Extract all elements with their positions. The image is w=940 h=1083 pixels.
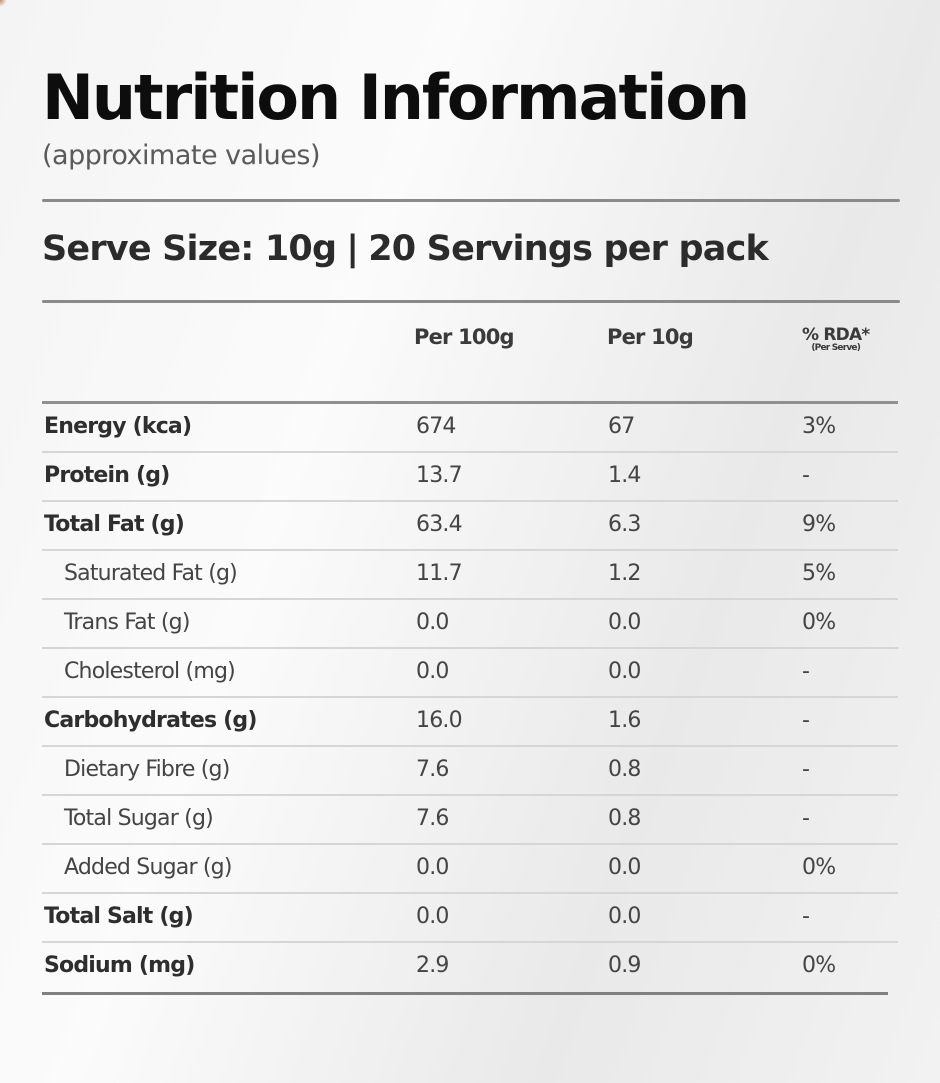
value-per-10g: 1.4 xyxy=(608,463,641,488)
subtitle: (approximate values) xyxy=(42,140,321,171)
table-row: Total Fat (g) 63.4 6.3 9% xyxy=(42,502,898,551)
value-rda: - xyxy=(802,708,810,733)
value-per-100g: 16.0 xyxy=(416,708,463,733)
value-per-10g: 1.6 xyxy=(608,708,641,733)
value-per-100g: 63.4 xyxy=(416,512,463,537)
column-header-rda: % RDA* (Per Serve) xyxy=(802,325,870,353)
nutrition-table: Energy (kca) 674 67 3% Protein (g) 13.7 1.4- … xyxy=(42,404,898,990)
value-per-10g: 6.3 xyxy=(608,512,641,537)
nutrient-label: Total Salt (g) xyxy=(44,904,194,929)
nutrient-label: Dietary Fibre (g) xyxy=(64,757,230,782)
nutrient-label: Cholesterol (mg) xyxy=(64,659,236,684)
table-header: Per 100g Per 10g % RDA* (Per Serve) xyxy=(42,303,902,401)
value-per-10g: 0.0 xyxy=(608,855,641,880)
value-per-100g: 2.9 xyxy=(416,953,449,978)
rda-label: % RDA* xyxy=(802,325,870,345)
value-per-10g: 0.9 xyxy=(608,953,641,978)
value-per-100g: 7.6 xyxy=(416,757,449,782)
table-row: Total Sugar (g) 7.6 0.8 - xyxy=(42,796,898,845)
value-per-10g: 0.8 xyxy=(608,757,641,782)
value-rda: - xyxy=(802,659,810,684)
value-rda: 5% xyxy=(802,561,836,586)
nutrient-label: Total Sugar (g) xyxy=(64,806,214,831)
serving-info: Serve Size: 10g | 20 Servings per pack xyxy=(42,224,902,274)
value-per-10g: 0.0 xyxy=(608,610,641,635)
table-row: Carbohydrates (g) 16.0 1.6 - xyxy=(42,698,898,747)
value-per-10g: 0.0 xyxy=(608,659,641,684)
value-rda: 0% xyxy=(802,953,836,978)
value-per-100g: 0.0 xyxy=(416,904,449,929)
value-per-10g: 0.8 xyxy=(608,806,641,831)
column-header-per-10g: Per 10g xyxy=(607,325,694,349)
value-rda: - xyxy=(802,757,810,782)
separator: | xyxy=(346,229,359,269)
nutrient-label: Added Sugar (g) xyxy=(64,855,232,880)
value-per-100g: 13.7 xyxy=(416,463,463,488)
value-rda: - xyxy=(802,904,810,929)
table-row: Protein (g) 13.7 1.4 - xyxy=(42,453,898,502)
nutrient-label: Saturated Fat (g) xyxy=(64,561,238,586)
nutrient-label: Carbohydrates (g) xyxy=(44,708,257,733)
value-rda: 0% xyxy=(802,610,836,635)
value-per-100g: 0.0 xyxy=(416,855,449,880)
nutrient-label: Energy (kca) xyxy=(44,414,192,439)
serve-size: Serve Size: 10g xyxy=(42,229,337,269)
value-per-100g: 674 xyxy=(416,414,456,439)
value-per-10g: 67 xyxy=(608,414,635,439)
servings-per-pack: 20 Servings per pack xyxy=(368,229,769,269)
value-rda: 0% xyxy=(802,855,836,880)
value-per-10g: 1.2 xyxy=(608,561,641,586)
value-per-100g: 0.0 xyxy=(416,610,449,635)
page-title: Nutrition Information xyxy=(42,61,750,134)
table-row: Sodium (mg) 2.9 0.9 0% xyxy=(42,943,898,990)
nutrient-label: Sodium (mg) xyxy=(44,953,195,978)
table-row: Saturated Fat (g) 11.7 1.2 5% xyxy=(42,551,898,600)
table-row: Energy (kca) 674 67 3% xyxy=(42,404,898,453)
value-per-10g: 0.0 xyxy=(608,904,641,929)
column-header-per-100g: Per 100g xyxy=(414,325,515,349)
value-per-100g: 0.0 xyxy=(416,659,449,684)
nutrient-label: Total Fat (g) xyxy=(44,512,185,537)
divider xyxy=(42,199,900,202)
rda-note: (Per Serve) xyxy=(811,343,861,353)
value-rda: 9% xyxy=(802,512,836,537)
value-rda: - xyxy=(802,806,810,831)
divider xyxy=(42,401,898,404)
value-per-100g: 7.6 xyxy=(416,806,449,831)
nutrient-label: Trans Fat (g) xyxy=(64,610,190,635)
value-rda: 3% xyxy=(802,414,836,439)
divider xyxy=(42,992,888,995)
divider xyxy=(42,300,900,303)
value-rda: - xyxy=(802,463,810,488)
nutrition-panel: Nutrition Information (approximate value… xyxy=(42,58,902,995)
value-per-100g: 11.7 xyxy=(416,561,463,586)
corner-mark xyxy=(0,0,6,6)
table-row: Total Salt (g) 0.0 0.0 - xyxy=(42,894,898,943)
table-row: Dietary Fibre (g) 7.6 0.8 - xyxy=(42,747,898,796)
table-row: Cholesterol (mg) 0.0 0.0 - xyxy=(42,649,898,698)
nutrient-label: Protein (g) xyxy=(44,463,170,488)
table-row: Added Sugar (g) 0.0 0.0 0% xyxy=(42,845,898,894)
table-row: Trans Fat (g) 0.0 0.0 0% xyxy=(42,600,898,649)
